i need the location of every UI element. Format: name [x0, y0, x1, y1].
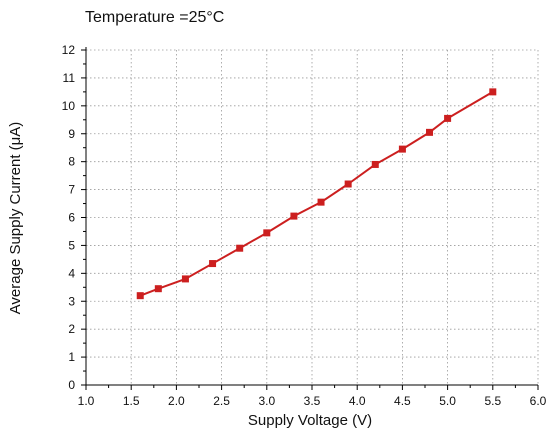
x-tick-label: 1.0 — [78, 394, 95, 408]
y-tick-label: 6 — [68, 211, 75, 225]
y-tick-label: 12 — [62, 43, 76, 57]
x-tick-label: 3.5 — [304, 394, 321, 408]
y-tick-label: 8 — [68, 155, 75, 169]
x-tick-label: 2.0 — [168, 394, 185, 408]
y-tick-label: 11 — [63, 71, 76, 85]
data-point — [290, 212, 298, 220]
data-point — [344, 180, 352, 188]
y-tick-label: 10 — [62, 99, 76, 113]
x-tick-label: 1.5 — [123, 394, 140, 408]
y-tick-label: 9 — [68, 127, 75, 141]
grid — [86, 49, 539, 385]
series-line — [139, 91, 494, 297]
x-tick-label: 4.0 — [349, 394, 366, 408]
y-tick-label: 7 — [68, 183, 75, 197]
x-tick-label: 4.5 — [394, 394, 411, 408]
y-tick-label: 2 — [68, 322, 75, 336]
y-tick-label: 1 — [68, 350, 75, 364]
data-point — [489, 88, 497, 96]
y-tick-label: 3 — [68, 294, 75, 308]
y-tick-label: 4 — [68, 266, 75, 280]
x-tick-label: 5.0 — [439, 394, 456, 408]
y-tick-label: 0 — [68, 378, 75, 392]
y-axis-label: Average Supply Current (μA) — [7, 122, 24, 315]
tick-marks: 1.0 1.5 2.0 2.5 3.0 3.5 4.0 4.5 5.0 5.5 6.00123456… — [62, 43, 547, 408]
data-point — [444, 114, 452, 122]
x-axis-label: Supply Voltage (V) — [248, 412, 372, 429]
data-point — [317, 198, 325, 206]
chart-title: Temperature =25°C — [85, 9, 224, 26]
data-point — [398, 145, 406, 153]
data-point — [154, 285, 162, 293]
series — [136, 88, 497, 300]
x-tick-label: 5.5 — [484, 394, 501, 408]
data-point — [263, 229, 271, 237]
x-tick-label: 2.5 — [213, 394, 230, 408]
x-tick-label: 3.0 — [258, 394, 275, 408]
data-point — [181, 275, 189, 283]
data-point — [136, 292, 144, 300]
y-tick-label: 5 — [68, 238, 75, 252]
data-point — [209, 260, 217, 268]
data-point — [426, 128, 434, 136]
data-point — [236, 244, 244, 252]
data-point — [371, 160, 379, 168]
x-tick-label: 6.0 — [530, 394, 547, 408]
